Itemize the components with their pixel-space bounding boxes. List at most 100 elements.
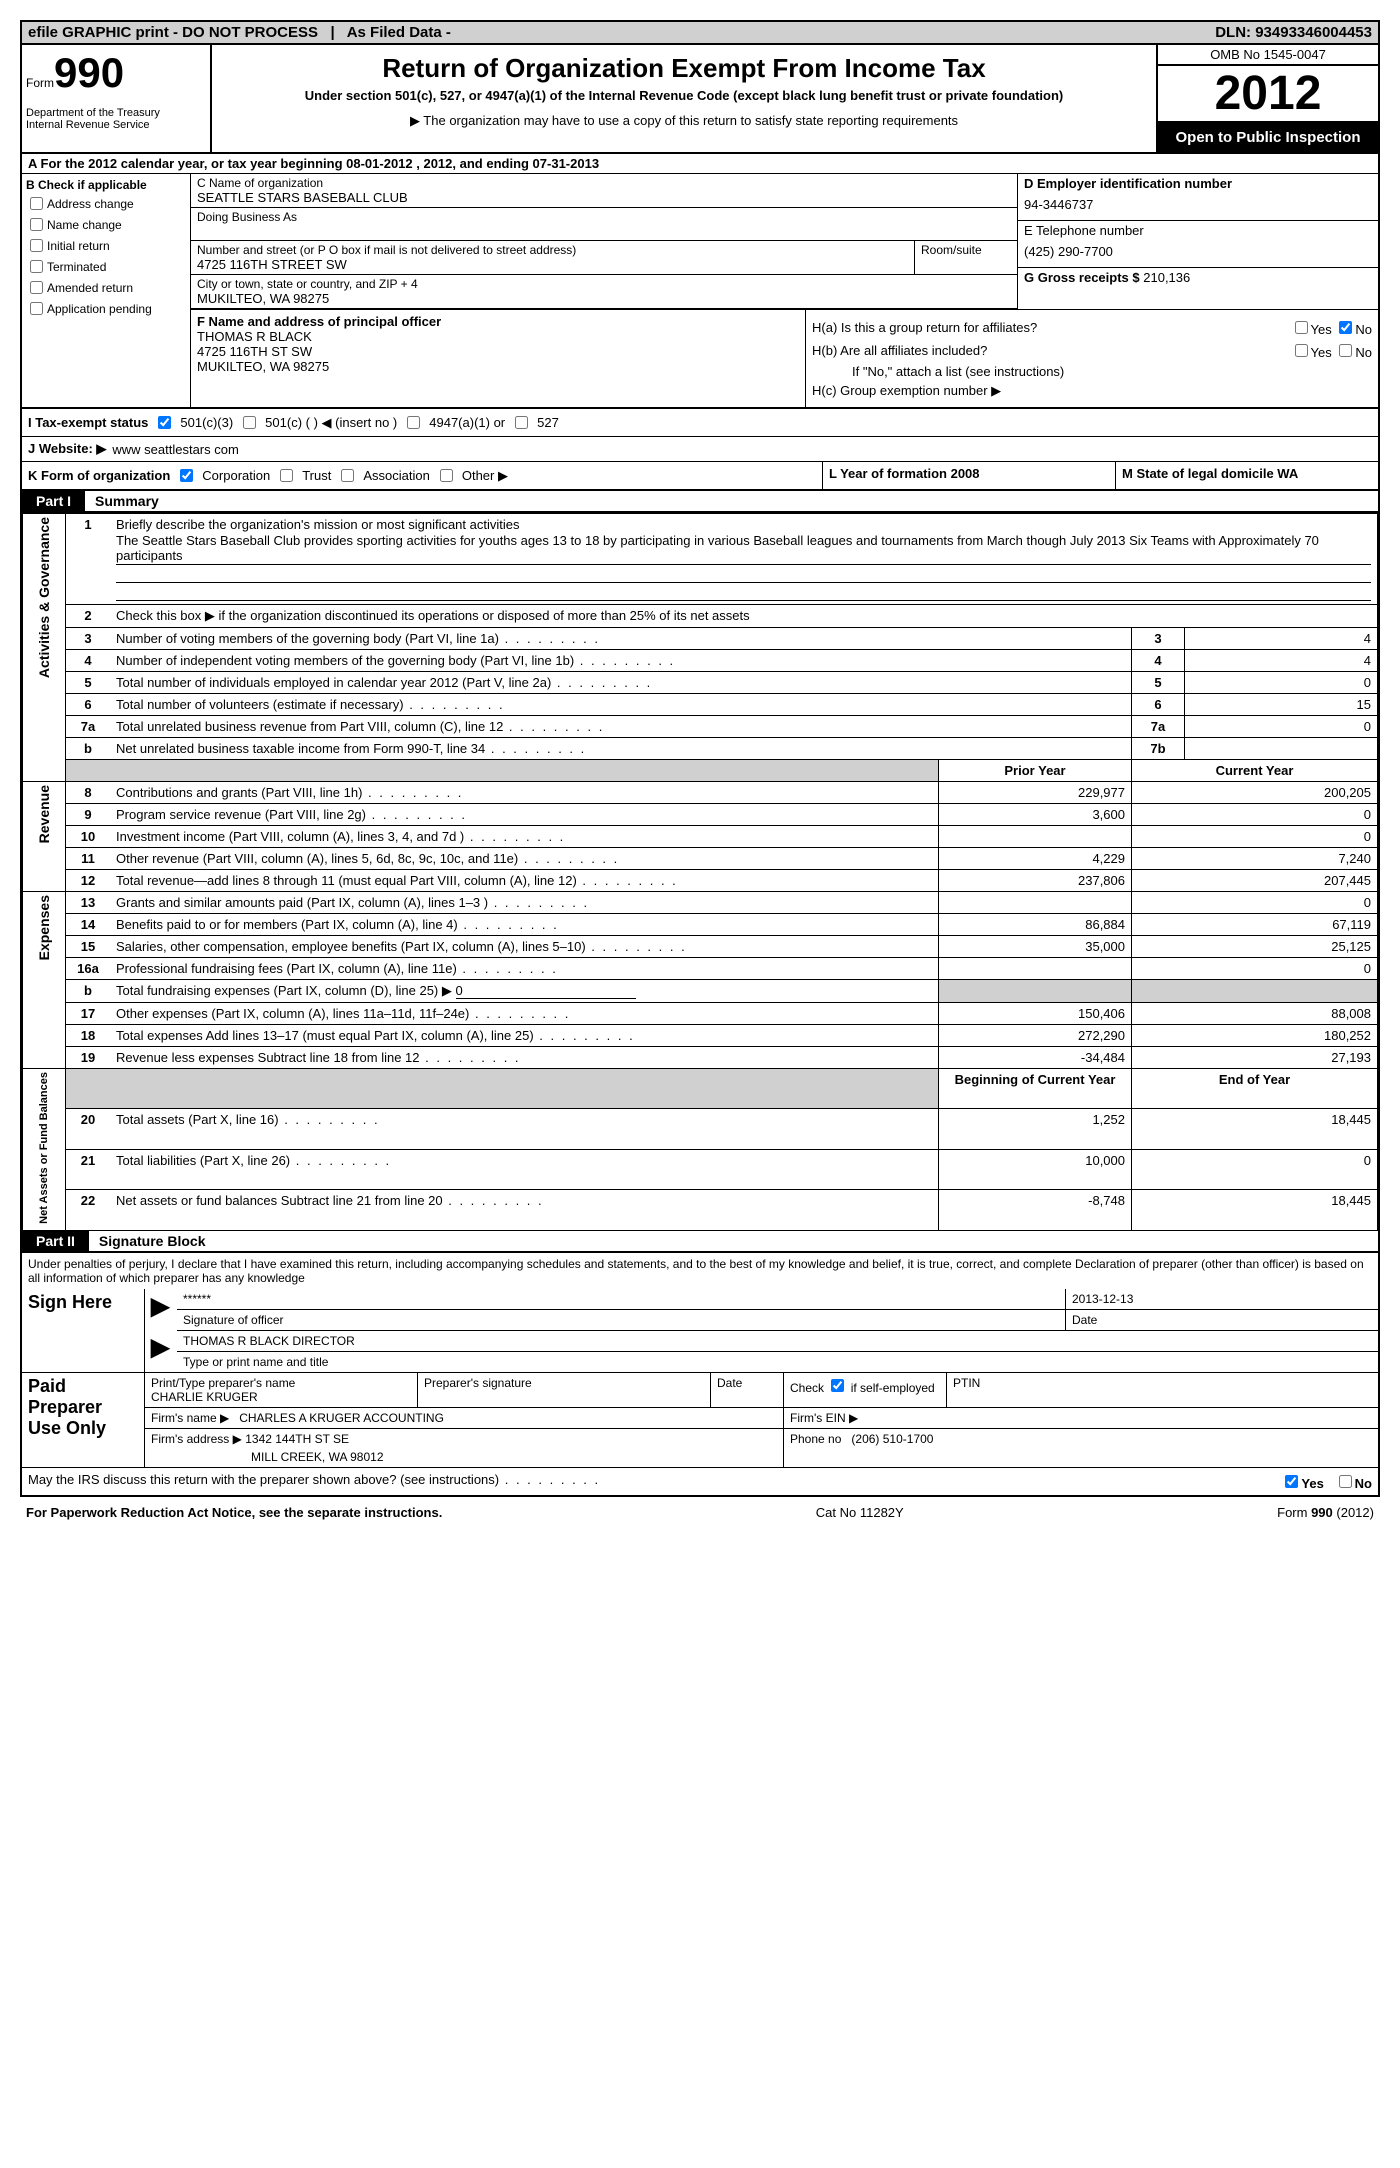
hb-yes[interactable]: [1295, 344, 1308, 357]
l2-label: Check this box ▶ if the organization dis…: [116, 608, 750, 623]
p11: 4,229: [939, 848, 1132, 870]
chk-trust[interactable]: [280, 469, 293, 482]
e20: 18,445: [1132, 1109, 1378, 1149]
paid-prep-label: Paid Preparer Use Only: [22, 1373, 145, 1467]
ha-yes[interactable]: [1295, 321, 1308, 334]
p15: 35,000: [939, 936, 1132, 958]
lbl-app: Application pending: [47, 302, 152, 316]
phone-value: (425) 290-7700: [1024, 238, 1372, 265]
l10: Investment income (Part VIII, column (A)…: [116, 829, 565, 844]
chk-terminated[interactable]: [30, 260, 43, 273]
firm-phone-lbl: Phone no: [790, 1432, 841, 1446]
m-state: M State of legal domicile WA: [1115, 462, 1378, 489]
firm-name-val: CHARLES A KRUGER ACCOUNTING: [239, 1411, 444, 1425]
city-label: City or town, state or country, and ZIP …: [197, 277, 1011, 291]
summary-table: Activities & Governance 1 Briefly descri…: [22, 513, 1378, 1231]
e-label: E Telephone number: [1024, 223, 1372, 238]
discuss-no[interactable]: [1339, 1475, 1352, 1488]
part2-title: Signature Block: [89, 1233, 206, 1249]
chk-4947[interactable]: [407, 416, 420, 429]
lbl-other: Other ▶: [462, 468, 508, 484]
lbl-501c: 501(c) ( ) ◀ (insert no ): [265, 415, 397, 431]
lbl-addr: Address change: [47, 197, 134, 211]
ha-no[interactable]: [1339, 321, 1352, 334]
l19: Revenue less expenses Subtract line 18 f…: [116, 1050, 521, 1065]
hb-no-lbl: No: [1355, 345, 1372, 360]
side-governance: Activities & Governance: [36, 517, 52, 678]
b21: 10,000: [939, 1149, 1132, 1189]
form-subtitle: Under section 501(c), 527, or 4947(a)(1)…: [222, 88, 1146, 103]
lbl-init: Initial return: [47, 239, 110, 253]
open-inspection-box: Open to Public Inspection: [1158, 123, 1378, 152]
l3-label: Number of voting members of the governin…: [116, 631, 600, 646]
side-expenses: Expenses: [36, 895, 52, 960]
l13: Grants and similar amounts paid (Part IX…: [116, 895, 589, 910]
city-value: MUKILTEO, WA 98275: [197, 291, 1011, 306]
part1-header: Part I Summary: [20, 491, 1380, 513]
e22: 18,445: [1132, 1190, 1378, 1230]
p12: 237,806: [939, 870, 1132, 892]
chk-amended[interactable]: [30, 281, 43, 294]
ha-yes-lbl: Yes: [1311, 322, 1332, 337]
street-value: 4725 116TH STREET SW: [197, 257, 908, 272]
l15: Salaries, other compensation, employee b…: [116, 939, 687, 954]
d-label: D Employer identification number: [1024, 176, 1372, 191]
p17: 150,406: [939, 1003, 1132, 1025]
dept-label: Department of the Treasury Internal Reve…: [26, 107, 206, 131]
chk-501c[interactable]: [243, 416, 256, 429]
c12: 207,445: [1132, 870, 1378, 892]
c11: 7,240: [1132, 848, 1378, 870]
p16a: [939, 958, 1132, 980]
lbl-assoc: Association: [363, 468, 429, 483]
c18: 180,252: [1132, 1025, 1378, 1047]
prep-name-lbl: Print/Type preparer's name: [151, 1376, 411, 1390]
c14: 67,119: [1132, 914, 1378, 936]
chk-501c3[interactable]: [158, 416, 171, 429]
discuss-no-lbl: No: [1355, 1476, 1372, 1491]
prior-year-hdr: Prior Year: [939, 760, 1132, 782]
officer-name: THOMAS R BLACK: [197, 329, 799, 344]
chk-assoc[interactable]: [341, 469, 354, 482]
dba-label: Doing Business As: [197, 210, 1011, 224]
c19: 27,193: [1132, 1047, 1378, 1069]
penalty-statement: Under penalties of perjury, I declare th…: [20, 1253, 1380, 1289]
i-label: I Tax-exempt status: [28, 415, 148, 430]
g-label: G Gross receipts $: [1024, 270, 1140, 285]
type-name-lbl: Type or print name and title: [177, 1351, 1378, 1372]
chk-app-pending[interactable]: [30, 302, 43, 315]
p19: -34,484: [939, 1047, 1132, 1069]
hb-label: H(b) Are all affiliates included?: [812, 343, 987, 358]
end-hdr: End of Year: [1132, 1069, 1378, 1109]
firm-addr1: 1342 144TH ST SE: [245, 1432, 349, 1446]
part2-header: Part II Signature Block: [20, 1231, 1380, 1253]
f-label: F Name and address of principal officer: [197, 314, 799, 329]
sig-date-val: 2013-12-13: [1066, 1289, 1379, 1310]
chk-address-change[interactable]: [30, 197, 43, 210]
lbl-527: 527: [537, 415, 559, 430]
chk-527[interactable]: [515, 416, 528, 429]
e21: 0: [1132, 1149, 1378, 1189]
sign-here-table: Sign Here ▶ ****** 2013-12-13 Signature …: [22, 1289, 1378, 1372]
tax-year: 2012: [1158, 66, 1378, 123]
v5: 0: [1185, 672, 1378, 694]
lbl-corp: Corporation: [202, 468, 270, 483]
discuss-yes[interactable]: [1285, 1475, 1298, 1488]
chk-self-employed[interactable]: [831, 1379, 844, 1392]
chk-initial-return[interactable]: [30, 239, 43, 252]
hb-no[interactable]: [1339, 344, 1352, 357]
chk-name-change[interactable]: [30, 218, 43, 231]
c13: 0: [1132, 892, 1378, 914]
c15: 25,125: [1132, 936, 1378, 958]
firm-ein-lbl: Firm's EIN ▶: [784, 1407, 1379, 1428]
officer-addr1: 4725 116TH ST SW: [197, 344, 799, 359]
chk-corp[interactable]: [180, 469, 193, 482]
ha-no-lbl: No: [1355, 322, 1372, 337]
efile-label: efile GRAPHIC print - DO NOT PROCESS: [28, 24, 318, 41]
l-year-formation: L Year of formation 2008: [822, 462, 1115, 489]
org-name: SEATTLE STARS BASEBALL CLUB: [197, 190, 1011, 205]
v7b: [1185, 738, 1378, 760]
chk-other[interactable]: [440, 469, 453, 482]
form-word: Form: [26, 76, 54, 90]
hb-yes-lbl: Yes: [1311, 345, 1332, 360]
footer-right: Form 990 (2012): [1277, 1505, 1374, 1520]
